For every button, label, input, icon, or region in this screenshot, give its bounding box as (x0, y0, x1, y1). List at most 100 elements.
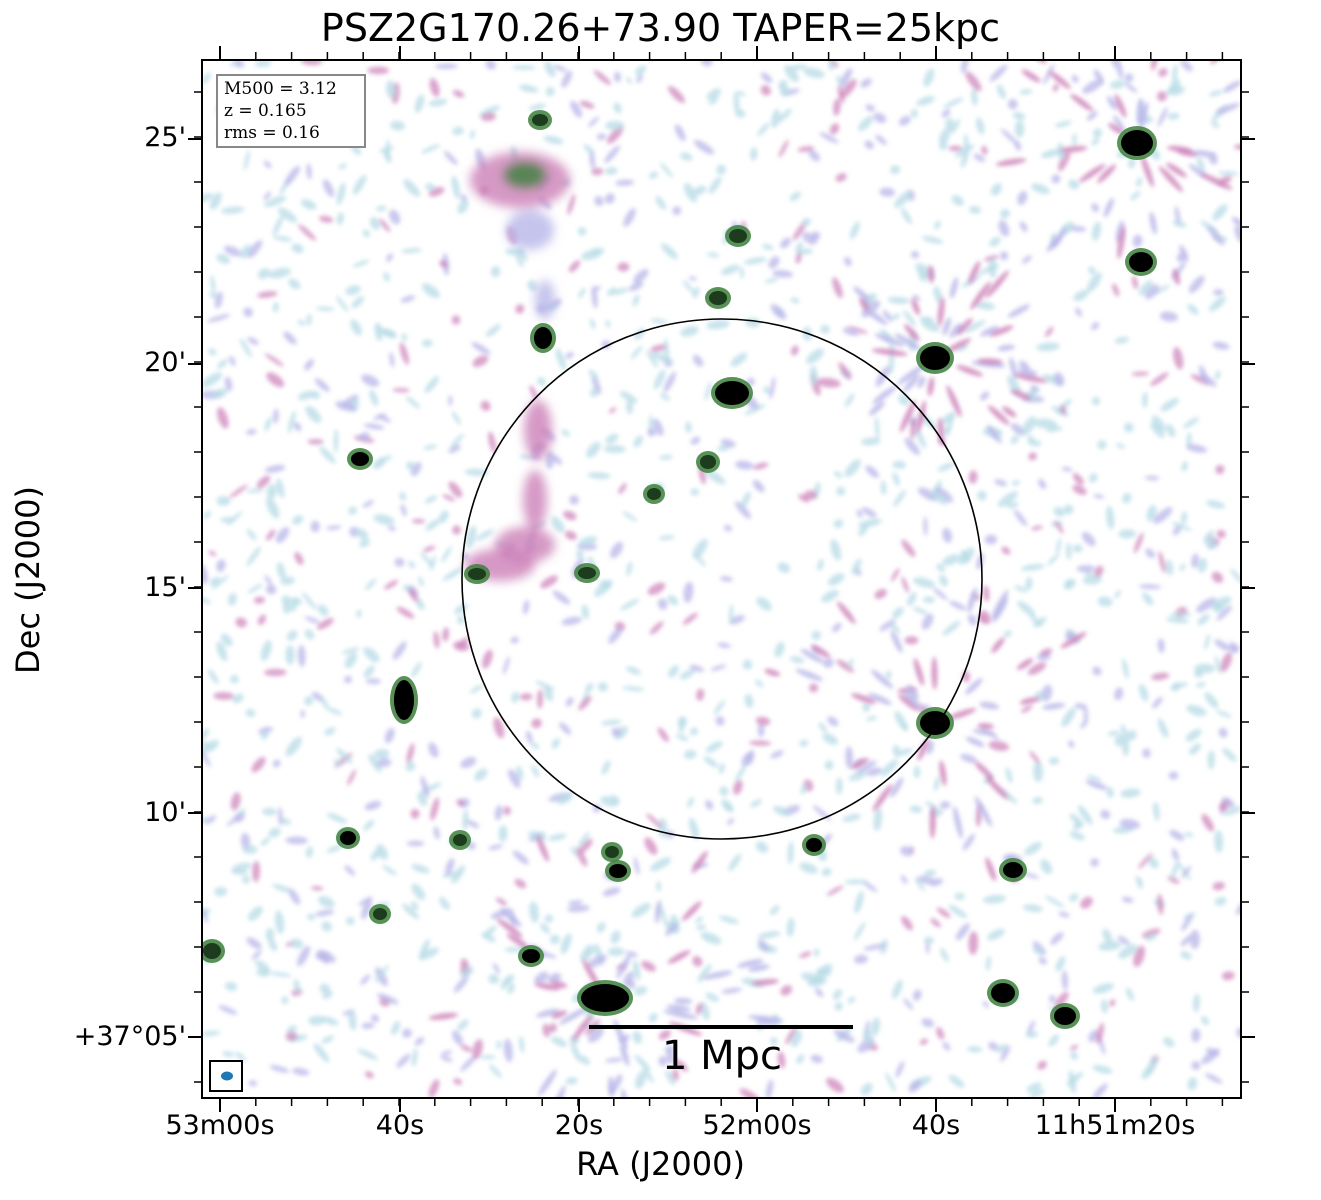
noise-blob (273, 235, 293, 242)
noise-blob (735, 109, 746, 118)
y-tick-label: +37°05' (73, 1021, 186, 1052)
noise-blob (856, 509, 863, 518)
noise-blob (488, 431, 497, 453)
noise-blob (800, 782, 807, 795)
noise-blob (1181, 511, 1188, 525)
noise-blob (479, 1055, 496, 1060)
noise-blob (1029, 1089, 1045, 1098)
noise-blob (235, 1051, 246, 1062)
noise-blob (656, 881, 662, 892)
noise-blob (838, 362, 852, 380)
radio-source (709, 291, 727, 305)
noise-blob (1172, 64, 1178, 82)
noise-blob (1123, 422, 1134, 433)
noise-blob (400, 503, 407, 517)
noise-blob (919, 1038, 929, 1045)
radial-streak (837, 601, 856, 625)
noise-blob (246, 488, 264, 493)
noise-blob (836, 659, 855, 673)
noise-blob (939, 801, 951, 809)
noise-blob (835, 173, 847, 182)
noise-blob (608, 626, 623, 644)
noise-blob (626, 399, 634, 415)
noise-blob (1033, 418, 1057, 429)
noise-blob (610, 541, 624, 559)
noise-blob (450, 433, 465, 448)
noise-blob (242, 875, 251, 884)
noise-blob (297, 390, 315, 401)
noise-blob (1055, 956, 1066, 972)
diffuse-blob (524, 400, 552, 460)
noise-blob (1194, 668, 1204, 678)
noise-blob (967, 1046, 983, 1053)
noise-blob (493, 717, 505, 739)
noise-blob (798, 494, 810, 503)
noise-blob (960, 60, 969, 74)
noise-blob (315, 306, 335, 311)
noise-blob (864, 1026, 873, 1049)
noise-blob (218, 1005, 238, 1015)
noise-blob (544, 60, 556, 78)
noise-blob (489, 1064, 502, 1078)
noise-blob (1181, 865, 1192, 879)
noise-blob (604, 145, 621, 164)
noise-blob (444, 150, 458, 166)
noise-blob (505, 247, 526, 256)
noise-blob (452, 90, 465, 98)
noise-blob (936, 563, 946, 573)
noise-blob (310, 520, 320, 533)
noise-blob (1096, 1022, 1104, 1045)
noise-blob (923, 936, 935, 945)
noise-blob (903, 998, 914, 1010)
noise-blob (1019, 89, 1033, 95)
noise-blob (1117, 935, 1130, 946)
radial-streak (702, 970, 733, 980)
noise-blob (832, 989, 843, 1000)
noise-blob (286, 630, 298, 641)
noise-blob (663, 338, 670, 362)
noise-blob (560, 933, 572, 955)
noise-blob (655, 196, 667, 210)
noise-blob (1003, 630, 1012, 638)
noise-blob (1061, 970, 1069, 991)
noise-blob (246, 937, 262, 949)
diffuse-blob (535, 280, 555, 320)
noise-blob (1136, 177, 1143, 187)
noise-blob (936, 907, 951, 918)
noise-blob (263, 191, 272, 201)
noise-blob (875, 134, 887, 145)
noise-blob (373, 514, 395, 525)
noise-blob (298, 224, 317, 241)
noise-blob (1222, 797, 1235, 808)
noise-blob (859, 296, 870, 312)
noise-blob (717, 642, 731, 649)
noise-blob (593, 70, 612, 86)
noise-blob (1191, 1028, 1201, 1043)
noise-blob (1169, 612, 1192, 617)
noise-blob (861, 300, 881, 318)
noise-blob (1153, 507, 1173, 524)
noise-blob (770, 1037, 778, 1046)
noise-blob (809, 683, 819, 693)
noise-blob (352, 259, 370, 268)
noise-blob (1170, 861, 1179, 880)
noise-blob (739, 266, 745, 279)
noise-blob (874, 588, 887, 599)
noise-blob (246, 546, 261, 567)
noise-blob (1159, 311, 1178, 322)
radial-streak (1141, 155, 1154, 188)
noise-blob (368, 753, 382, 773)
noise-blob (879, 187, 896, 197)
noise-blob (260, 732, 269, 740)
noise-blob (464, 468, 489, 476)
noise-blob (403, 179, 421, 197)
noise-blob (865, 104, 876, 112)
radial-streak (991, 589, 1009, 620)
noise-blob (1173, 346, 1184, 370)
noise-blob (1201, 1016, 1210, 1026)
noise-blob (1072, 133, 1077, 146)
noise-blob (438, 510, 449, 524)
noise-blob (439, 260, 449, 268)
radio-source (394, 680, 414, 720)
noise-blob (417, 791, 428, 807)
